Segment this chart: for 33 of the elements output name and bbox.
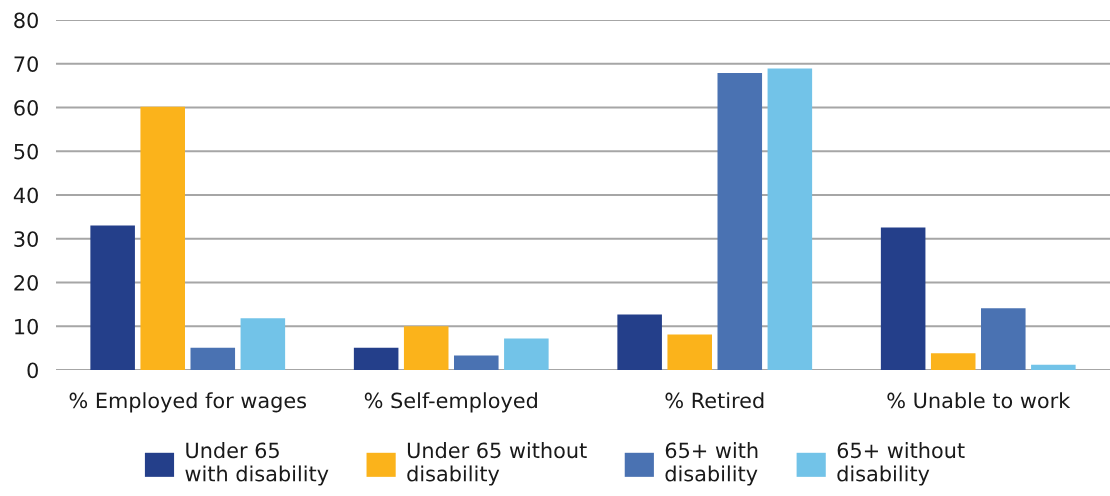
legend-label: Under 65 without disability (407, 442, 587, 486)
bar (140, 106, 185, 370)
x-tick-label: % Retired (665, 392, 764, 409)
bar (717, 72, 763, 370)
bar (667, 334, 712, 370)
bar (454, 355, 499, 370)
y-tick-label: 70 (14, 56, 38, 72)
bar (403, 326, 449, 370)
bar (504, 338, 549, 370)
bar (767, 68, 813, 370)
bar (880, 227, 926, 370)
bar (1031, 364, 1076, 370)
bar (617, 314, 662, 370)
y-tick-label: 80 (14, 12, 38, 29)
bar (90, 225, 135, 370)
y-tick-label: 0 (27, 362, 38, 379)
y-tick-label: 40 (13, 187, 38, 204)
y-tick-label: 20 (14, 274, 38, 291)
y-tick-label: 10 (15, 318, 38, 335)
legend-label: 65+ without disability (837, 442, 965, 486)
legend-label: 65+ with disability (665, 442, 758, 486)
y-tick-label: 30 (14, 231, 38, 247)
bar (240, 318, 286, 370)
bar (353, 347, 399, 370)
legend-label: Under 65 with disability (185, 442, 329, 486)
bar (930, 353, 976, 370)
bar (190, 347, 236, 370)
bar (981, 308, 1026, 370)
y-tick-label: 60 (14, 99, 38, 116)
x-tick-label: % Self-employed (364, 392, 537, 413)
x-tick-label: % Employed for wages (69, 392, 307, 413)
y-tick-label: 50 (14, 143, 38, 160)
x-tick-label: % Unable to work (887, 392, 1071, 409)
